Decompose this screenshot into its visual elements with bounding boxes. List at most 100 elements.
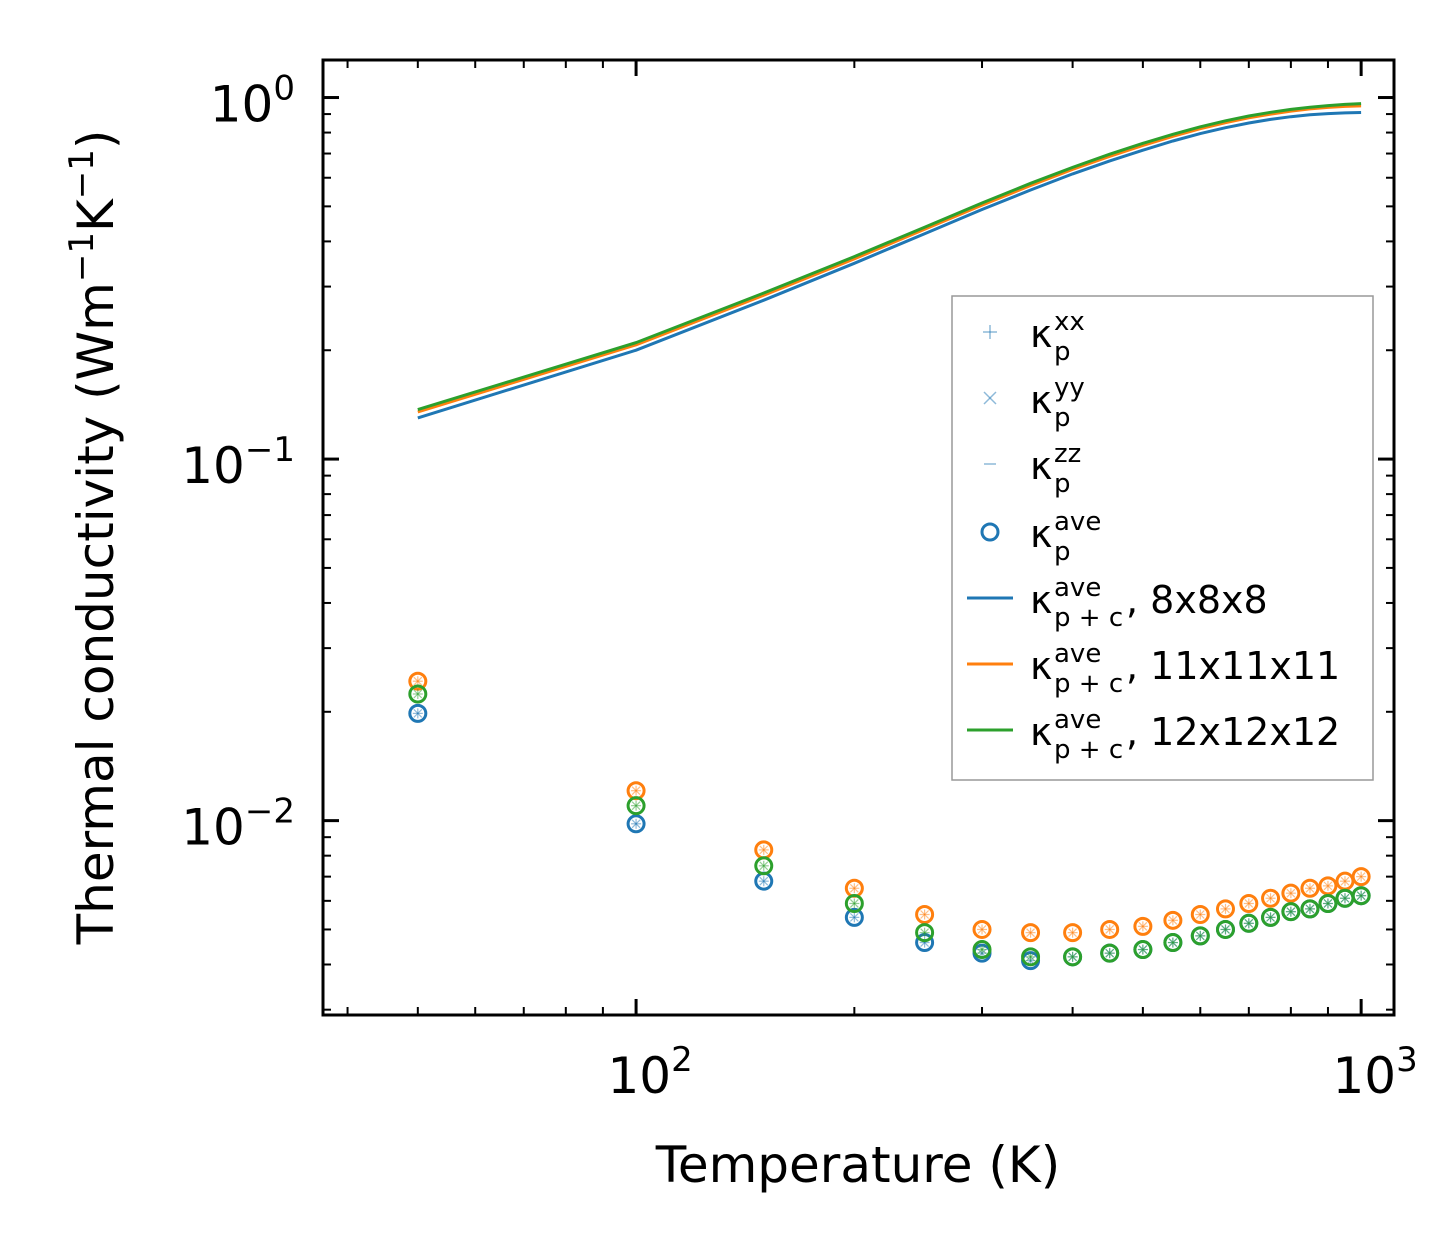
marker-x-11x11x11 <box>977 925 987 934</box>
marker-x-8x8x8 <box>849 912 859 922</box>
marker-x-11x11x11 <box>1026 928 1035 938</box>
marker-x-12x12x12 <box>1221 925 1230 934</box>
marker-x-11x11x11 <box>413 676 423 686</box>
legend-entry: κave p + c, 11x11x11 <box>967 639 1340 699</box>
marker-x-11x11x11 <box>1244 899 1254 908</box>
marker-kappa-p-ave-12x12x12 <box>1318 893 1338 913</box>
marker-kappa-p-ave-12x12x12 <box>626 796 646 816</box>
marker-kappa-p-ave-12x12x12 <box>915 923 935 943</box>
marker-x-11x11x11 <box>631 786 641 796</box>
marker-x-11x11x11 <box>1340 876 1350 886</box>
marker-kappa-p-ave-8x8x8 <box>844 907 864 927</box>
marker-x-12x12x12 <box>1244 918 1254 928</box>
marker-x-11x11x11 <box>1221 904 1230 914</box>
marker-kappa-p-ave-12x12x12 <box>1281 902 1301 922</box>
legend-entry: κyy p <box>983 373 1085 433</box>
marker-x-11x11x11 <box>920 910 930 919</box>
marker-x-11x11x11 <box>1068 928 1078 938</box>
y-tick-label: 10−1 <box>181 430 295 495</box>
marker-x-12x12x12 <box>413 689 423 699</box>
marker-x-12x12x12 <box>977 945 987 954</box>
x-tick-label: 102 <box>607 1040 692 1105</box>
y-tick-label: 10−2 <box>181 792 295 857</box>
legend-label: κave p <box>1030 507 1101 567</box>
marker-kappa-p-ave-12x12x12 <box>408 684 428 704</box>
marker-kappa-p-ave-11x11x11 <box>1261 888 1281 908</box>
marker-kappa-p-ave-11x11x11 <box>1063 923 1083 943</box>
legend-label: κyy p <box>1030 373 1085 433</box>
marker-kappa-p-ave-11x11x11 <box>1133 916 1153 936</box>
marker-kappa-p-ave-12x12x12 <box>1190 926 1210 946</box>
y-axis-label: Thermal conductivity (Wm−1K−1) <box>62 130 125 946</box>
marker-x-12x12x12 <box>1356 891 1366 901</box>
marker-kappa-p-ave-12x12x12 <box>1063 947 1083 967</box>
marker-kappa-p-ave-11x11x11 <box>1281 883 1301 903</box>
marker-x-12x12x12 <box>1305 904 1315 914</box>
legend-entry: κave p + c, 8x8x8 <box>967 573 1268 633</box>
marker-x-11x11x11 <box>1168 915 1178 925</box>
marker-kappa-p-ave-11x11x11 <box>1215 899 1235 919</box>
marker-kappa-p-ave-11x11x11 <box>1318 876 1338 896</box>
marker-x-8x8x8 <box>413 708 423 718</box>
marker-x-12x12x12 <box>759 861 769 871</box>
line-kappa-pc-8x8x8 <box>417 111 1362 420</box>
marker-kappa-p-ave-12x12x12 <box>1215 919 1235 939</box>
marker-kappa-p-ave-12x12x12 <box>844 893 864 913</box>
marker-x-12x12x12 <box>1105 948 1115 958</box>
marker-kappa-p-ave-11x11x11 <box>972 919 992 939</box>
marker-kappa-p-ave-11x11x11 <box>1300 878 1320 898</box>
x-icon <box>983 391 997 405</box>
marker-kappa-p-ave-11x11x11 <box>1100 919 1120 939</box>
x-axis-label: Temperature (K) <box>655 1136 1060 1194</box>
marker-kappa-p-ave-12x12x12 <box>1021 947 1041 967</box>
legend-entry: κxx p <box>983 307 1085 367</box>
marker-kappa-p-ave-11x11x11 <box>1351 867 1371 887</box>
legend-label: κave p + c, 11x11x11 <box>1030 639 1340 699</box>
plot-frame <box>321 58 1396 1017</box>
marker-kappa-p-ave-12x12x12 <box>1100 943 1120 963</box>
marker-x-8x8x8 <box>759 876 769 886</box>
marker-kappa-p-ave-11x11x11 <box>1163 910 1183 930</box>
marker-x-11x11x11 <box>1323 881 1333 891</box>
marker-x-12x12x12 <box>1026 952 1035 962</box>
line-kappa-pc-12x12x12 <box>417 102 1362 412</box>
legend-label: κzz p <box>1030 439 1081 499</box>
legend-label: κxx p <box>1030 307 1085 367</box>
x-tick-label: 103 <box>1333 1040 1418 1105</box>
marker-x-11x11x11 <box>1356 872 1366 882</box>
marker-x-12x12x12 <box>849 899 859 908</box>
legend-entry: κave p <box>980 507 1101 567</box>
marker-kappa-p-ave-8x8x8 <box>408 703 428 723</box>
marker-x-12x12x12 <box>920 928 930 938</box>
marker-x-8x8x8 <box>631 819 641 829</box>
legend-box <box>951 295 1374 781</box>
legend-label: κave p + c, 8x8x8 <box>1030 573 1268 633</box>
marker-x-11x11x11 <box>1138 921 1148 931</box>
marker-x-11x11x11 <box>759 845 769 855</box>
marker-x-12x12x12 <box>1266 912 1275 922</box>
marker-kappa-p-ave-12x12x12 <box>754 856 774 876</box>
legend-label: κave p + c, 12x12x12 <box>1030 705 1340 765</box>
marker-x-12x12x12 <box>1286 907 1296 917</box>
marker-kappa-p-ave-12x12x12 <box>1351 886 1371 906</box>
marker-kappa-p-ave-11x11x11 <box>1190 905 1210 925</box>
marker-x-11x11x11 <box>1305 883 1315 893</box>
marker-kappa-p-ave-12x12x12 <box>1300 899 1320 919</box>
y-tick-label: 100 <box>210 69 295 134</box>
series-layer <box>408 102 1371 971</box>
marker-kappa-p-ave-12x12x12 <box>1163 933 1183 953</box>
marker-kappa-p-ave-11x11x11 <box>1021 923 1041 943</box>
legend-entry: κzz p <box>984 439 1081 499</box>
marker-x-11x11x11 <box>849 883 859 893</box>
marker-kappa-p-ave-12x12x12 <box>1239 913 1259 933</box>
marker-x-12x12x12 <box>1068 952 1078 962</box>
circle-icon <box>980 522 1000 542</box>
marker-kappa-p-ave-12x12x12 <box>972 940 992 960</box>
marker-kappa-p-ave-12x12x12 <box>1133 940 1153 960</box>
marker-x-12x12x12 <box>1323 899 1333 908</box>
marker-x-12x12x12 <box>631 801 641 811</box>
marker-kappa-p-ave-12x12x12 <box>1261 907 1281 927</box>
marker-x-11x11x11 <box>1195 910 1205 919</box>
